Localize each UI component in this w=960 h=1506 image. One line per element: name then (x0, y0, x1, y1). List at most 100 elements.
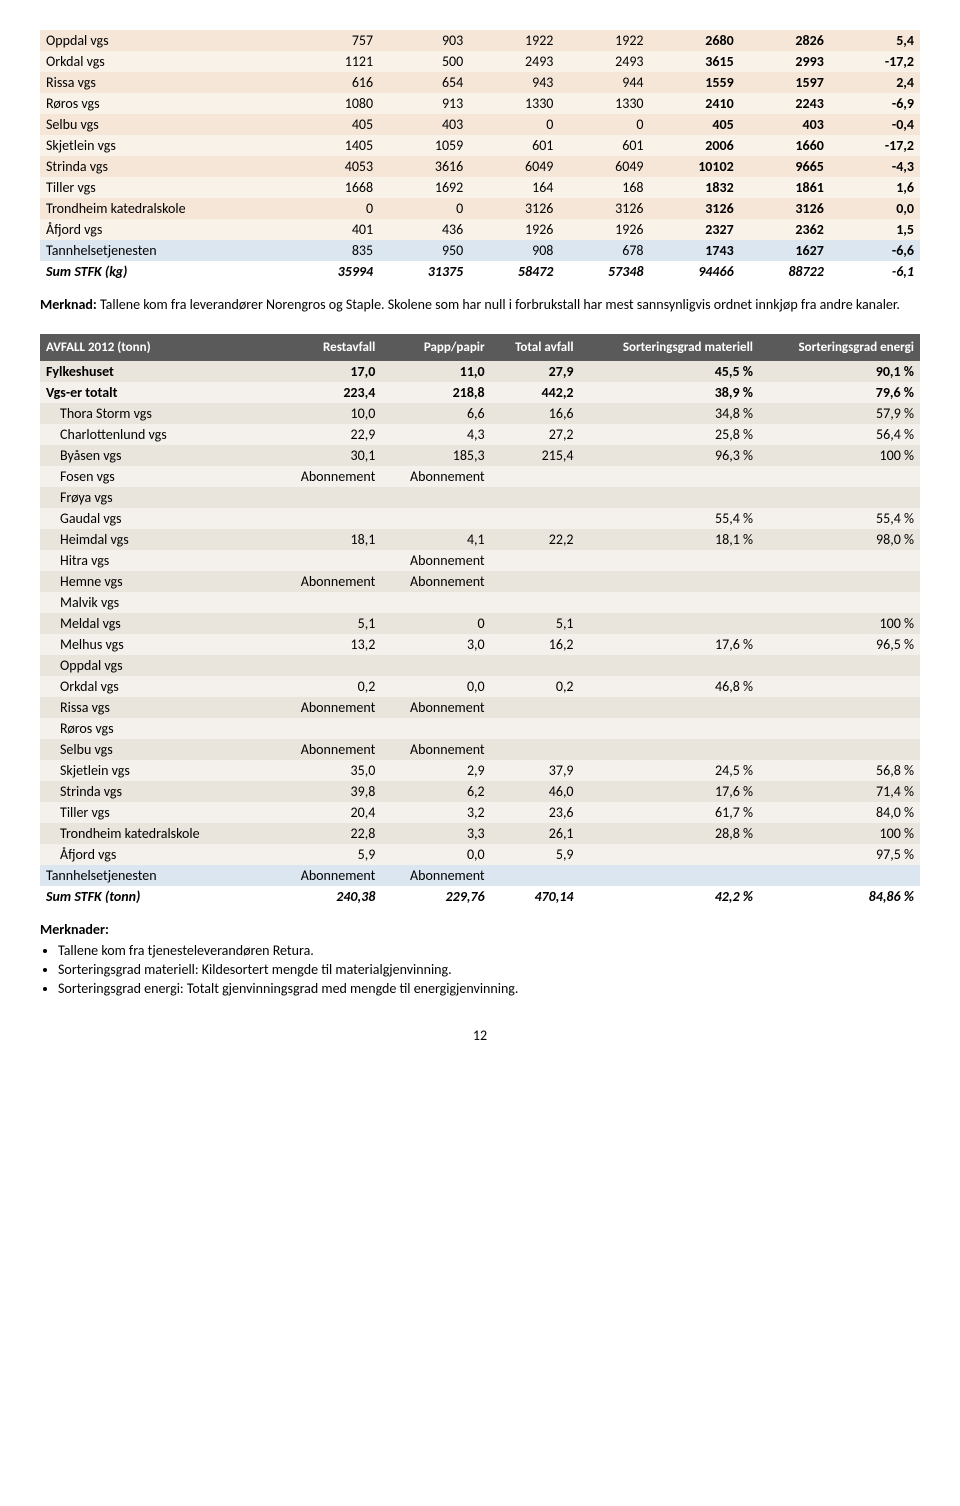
cell: 2410 (650, 93, 740, 114)
row-name: Åfjord vgs (40, 219, 289, 240)
row-name: Rissa vgs (40, 72, 289, 93)
cell: 757 (289, 30, 379, 51)
table-row: Byåsen vgs30,1185,3215,496,3 %100 % (40, 445, 920, 466)
table-row: Orkdal vgs11215002493249336152993-17,2 (40, 51, 920, 72)
cell: 1,5 (830, 219, 920, 240)
cell: Abonnement (381, 865, 490, 886)
cell: 908 (469, 240, 559, 261)
cell: 4,3 (381, 424, 490, 445)
cell: 46,0 (491, 781, 580, 802)
row-name: Fosen vgs (40, 466, 272, 487)
cell: 1330 (469, 93, 559, 114)
col-header: AVFALL 2012 (tonn) (40, 334, 272, 361)
cell: 31375 (379, 261, 469, 282)
col-header: Restavfall (272, 334, 381, 361)
cell: 0 (469, 114, 559, 135)
cell (272, 508, 381, 529)
table-row: Strinda vgs4053361660496049101029665-4,3 (40, 156, 920, 177)
cell (381, 592, 490, 613)
cell: 5,9 (491, 844, 580, 865)
cell: -17,2 (830, 135, 920, 156)
row-name: Oppdal vgs (40, 655, 272, 676)
cell: 27,9 (491, 361, 580, 382)
cell: 17,0 (272, 361, 381, 382)
row-name: Frøya vgs (40, 487, 272, 508)
cell: 24,5 % (580, 760, 759, 781)
row-name: Tannhelsetjenesten (40, 240, 289, 261)
cell: 1405 (289, 135, 379, 156)
table-row: Skjetlein vgs35,02,937,924,5 %56,8 % (40, 760, 920, 781)
col-header: Sorteringsgrad energi (759, 334, 920, 361)
cell: 27,2 (491, 424, 580, 445)
cell: 943 (469, 72, 559, 93)
table-row: Åfjord vgs5,90,05,997,5 % (40, 844, 920, 865)
table-row: Meldal vgs5,105,1100 % (40, 613, 920, 634)
table-row: Skjetlein vgs1405105960160120061660-17,2 (40, 135, 920, 156)
table-row: Melhus vgs13,23,016,217,6 %96,5 % (40, 634, 920, 655)
cell: 11,0 (381, 361, 490, 382)
cell (272, 718, 381, 739)
cell: 2493 (559, 51, 649, 72)
cell: 94466 (650, 261, 740, 282)
row-name: Vgs-er totalt (40, 382, 272, 403)
cell: 34,8 % (580, 403, 759, 424)
note-item: Sorteringsgrad energi: Totalt gjenvinnin… (58, 980, 920, 997)
cell (491, 865, 580, 886)
cell: 1080 (289, 93, 379, 114)
cell: 229,76 (381, 886, 490, 907)
cell: 2,4 (830, 72, 920, 93)
cell: 55,4 % (580, 508, 759, 529)
cell: 0,0 (830, 198, 920, 219)
cell: 403 (379, 114, 469, 135)
cell (759, 550, 920, 571)
row-name: Thora Storm vgs (40, 403, 272, 424)
cell: 442,2 (491, 382, 580, 403)
cell: 3126 (650, 198, 740, 219)
cell: 16,2 (491, 634, 580, 655)
cell: 23,6 (491, 802, 580, 823)
table-row: Frøya vgs (40, 487, 920, 508)
cell: 3,0 (381, 634, 490, 655)
cell: 1627 (740, 240, 830, 261)
cell (272, 592, 381, 613)
cell (381, 655, 490, 676)
note-item: Tallene kom fra tjenesteleverandøren Ret… (58, 942, 920, 959)
row-name: Trondheim katedralskole (40, 198, 289, 219)
cell: Abonnement (272, 739, 381, 760)
cell: 100 % (759, 613, 920, 634)
cell: 1832 (650, 177, 740, 198)
cell (580, 487, 759, 508)
col-header: Sorteringsgrad materiell (580, 334, 759, 361)
col-header: Papp/papir (381, 334, 490, 361)
row-name: Orkdal vgs (40, 51, 289, 72)
cell: 6,6 (381, 403, 490, 424)
cell: Abonnement (272, 865, 381, 886)
row-name: Malvik vgs (40, 592, 272, 613)
cell: 0 (379, 198, 469, 219)
row-name: Gaudal vgs (40, 508, 272, 529)
cell (272, 550, 381, 571)
cell: -6,9 (830, 93, 920, 114)
cell: 46,8 % (580, 676, 759, 697)
cell: 35,0 (272, 760, 381, 781)
cell (580, 844, 759, 865)
cell: 601 (559, 135, 649, 156)
table-row: Orkdal vgs0,20,00,246,8 % (40, 676, 920, 697)
row-name: Sum STFK (kg) (40, 261, 289, 282)
cell: 500 (379, 51, 469, 72)
cell: 97,5 % (759, 844, 920, 865)
row-name: Oppdal vgs (40, 30, 289, 51)
cell: 405 (650, 114, 740, 135)
row-name: Hemne vgs (40, 571, 272, 592)
cell: 84,86 % (759, 886, 920, 907)
row-name: Trondheim katedralskole (40, 823, 272, 844)
cell: Abonnement (381, 466, 490, 487)
cell: 1559 (650, 72, 740, 93)
cell: 2680 (650, 30, 740, 51)
table-row: Heimdal vgs18,14,122,218,1 %98,0 % (40, 529, 920, 550)
cell: -6,6 (830, 240, 920, 261)
cell: 13,2 (272, 634, 381, 655)
cell (491, 508, 580, 529)
cell: 0 (559, 114, 649, 135)
cell: 58472 (469, 261, 559, 282)
